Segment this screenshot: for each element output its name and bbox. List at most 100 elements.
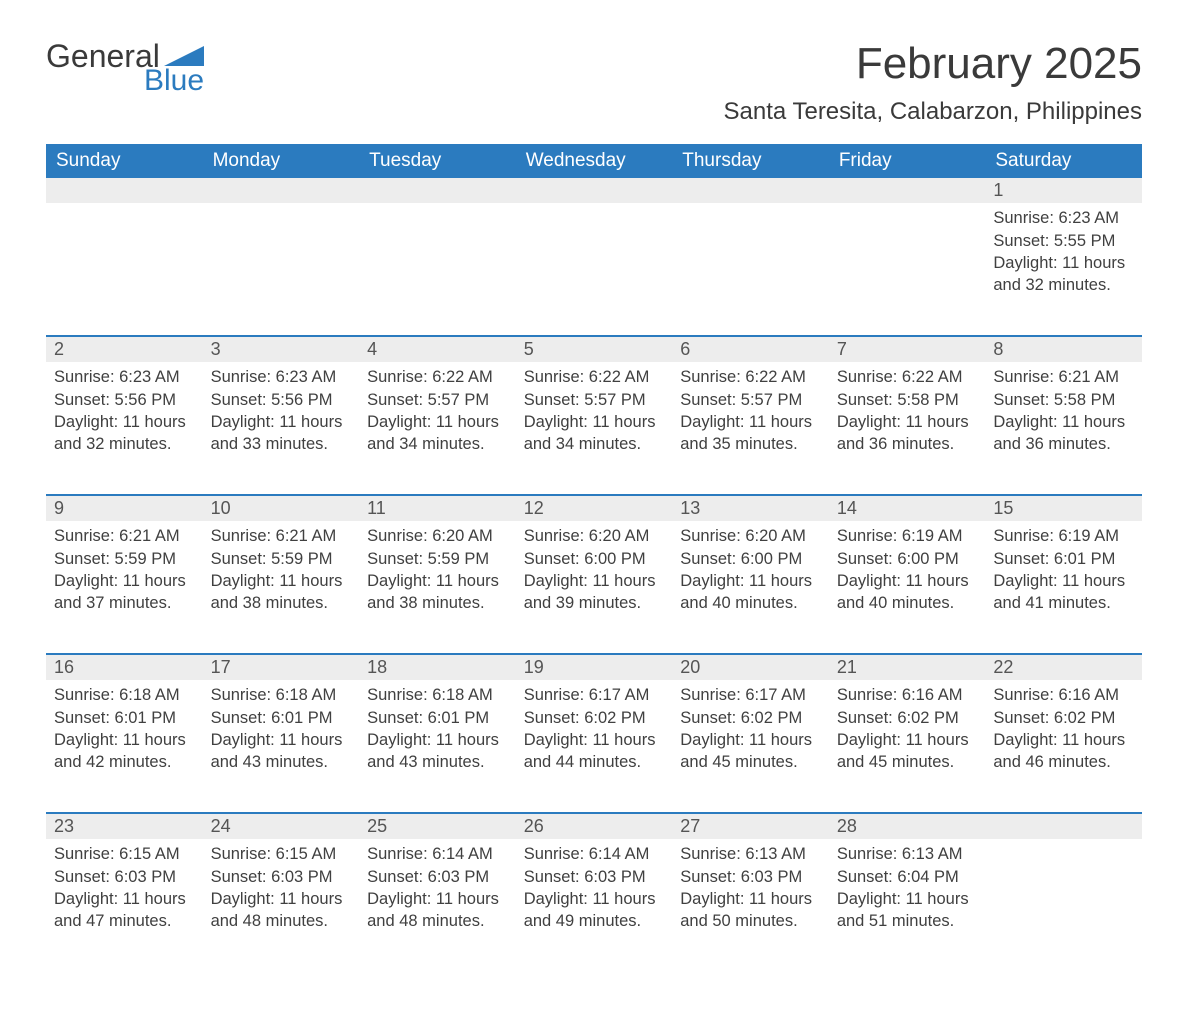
day-number-cell: 4 <box>359 335 516 362</box>
day-cell: Sunrise: 6:16 AMSunset: 6:02 PMDaylight:… <box>829 680 986 812</box>
day-content: Sunrise: 6:17 AMSunset: 6:02 PMDaylight:… <box>672 680 829 787</box>
day-number-cell: 14 <box>829 494 986 521</box>
day-content: Sunrise: 6:14 AMSunset: 6:03 PMDaylight:… <box>516 839 673 946</box>
day-number: 8 <box>985 335 1142 362</box>
day-cell: Sunrise: 6:22 AMSunset: 5:57 PMDaylight:… <box>359 362 516 494</box>
day-content: Sunrise: 6:17 AMSunset: 6:02 PMDaylight:… <box>516 680 673 787</box>
day-number-cell: 13 <box>672 494 829 521</box>
day-cell: Sunrise: 6:21 AMSunset: 5:58 PMDaylight:… <box>985 362 1142 494</box>
day-number: 26 <box>516 812 673 839</box>
day-content: Sunrise: 6:22 AMSunset: 5:57 PMDaylight:… <box>672 362 829 469</box>
day-content: Sunrise: 6:21 AMSunset: 5:59 PMDaylight:… <box>203 521 360 628</box>
day-content: Sunrise: 6:15 AMSunset: 6:03 PMDaylight:… <box>203 839 360 946</box>
day-content: Sunrise: 6:20 AMSunset: 5:59 PMDaylight:… <box>359 521 516 628</box>
weekday-header: Friday <box>829 144 986 178</box>
day-content: Sunrise: 6:21 AMSunset: 5:59 PMDaylight:… <box>46 521 203 628</box>
day-number: 28 <box>829 812 986 839</box>
day-cell: Sunrise: 6:15 AMSunset: 6:03 PMDaylight:… <box>203 839 360 971</box>
day-number: 27 <box>672 812 829 839</box>
day-cell <box>985 839 1142 971</box>
day-cell <box>672 203 829 335</box>
day-number-cell: 20 <box>672 653 829 680</box>
location: Santa Teresita, Calabarzon, Philippines <box>724 98 1142 126</box>
day-content: Sunrise: 6:13 AMSunset: 6:03 PMDaylight:… <box>672 839 829 946</box>
day-content: Sunrise: 6:22 AMSunset: 5:58 PMDaylight:… <box>829 362 986 469</box>
day-number: 3 <box>203 335 360 362</box>
day-number: 5 <box>516 335 673 362</box>
day-cell: Sunrise: 6:17 AMSunset: 6:02 PMDaylight:… <box>672 680 829 812</box>
day-cell: Sunrise: 6:21 AMSunset: 5:59 PMDaylight:… <box>46 521 203 653</box>
day-cell: Sunrise: 6:13 AMSunset: 6:03 PMDaylight:… <box>672 839 829 971</box>
day-number: 2 <box>46 335 203 362</box>
day-number-cell: 7 <box>829 335 986 362</box>
day-content: Sunrise: 6:13 AMSunset: 6:04 PMDaylight:… <box>829 839 986 946</box>
day-cell <box>359 203 516 335</box>
day-number: 4 <box>359 335 516 362</box>
day-number <box>672 178 829 203</box>
day-number-cell: 16 <box>46 653 203 680</box>
logo: General Blue <box>46 40 204 96</box>
day-content: Sunrise: 6:23 AMSunset: 5:55 PMDaylight:… <box>985 203 1142 310</box>
day-number: 20 <box>672 653 829 680</box>
day-number-cell: 26 <box>516 812 673 839</box>
day-cell: Sunrise: 6:14 AMSunset: 6:03 PMDaylight:… <box>359 839 516 971</box>
day-number: 1 <box>985 178 1142 203</box>
calendar-header-row: SundayMondayTuesdayWednesdayThursdayFrid… <box>46 144 1142 178</box>
day-cell: Sunrise: 6:19 AMSunset: 6:01 PMDaylight:… <box>985 521 1142 653</box>
day-cell: Sunrise: 6:16 AMSunset: 6:02 PMDaylight:… <box>985 680 1142 812</box>
logo-triangle-icon <box>164 46 204 66</box>
day-number-cell: 15 <box>985 494 1142 521</box>
day-content: Sunrise: 6:14 AMSunset: 6:03 PMDaylight:… <box>359 839 516 946</box>
day-content: Sunrise: 6:23 AMSunset: 5:56 PMDaylight:… <box>203 362 360 469</box>
day-cell: Sunrise: 6:23 AMSunset: 5:56 PMDaylight:… <box>203 362 360 494</box>
day-number: 24 <box>203 812 360 839</box>
day-number-cell: 25 <box>359 812 516 839</box>
day-number-cell <box>672 178 829 203</box>
day-number: 25 <box>359 812 516 839</box>
day-number-cell: 3 <box>203 335 360 362</box>
logo-text-blue: Blue <box>144 66 204 96</box>
weekday-header: Monday <box>203 144 360 178</box>
day-content: Sunrise: 6:18 AMSunset: 6:01 PMDaylight:… <box>46 680 203 787</box>
day-cell: Sunrise: 6:22 AMSunset: 5:58 PMDaylight:… <box>829 362 986 494</box>
day-number: 14 <box>829 494 986 521</box>
day-number: 9 <box>46 494 203 521</box>
day-cell: Sunrise: 6:15 AMSunset: 6:03 PMDaylight:… <box>46 839 203 971</box>
day-number: 19 <box>516 653 673 680</box>
logo-text-general: General <box>46 40 160 72</box>
weekday-header: Sunday <box>46 144 203 178</box>
day-number-cell <box>829 178 986 203</box>
day-number <box>46 178 203 203</box>
day-cell: Sunrise: 6:18 AMSunset: 6:01 PMDaylight:… <box>46 680 203 812</box>
day-content: Sunrise: 6:22 AMSunset: 5:57 PMDaylight:… <box>516 362 673 469</box>
day-content: Sunrise: 6:16 AMSunset: 6:02 PMDaylight:… <box>829 680 986 787</box>
day-content: Sunrise: 6:20 AMSunset: 6:00 PMDaylight:… <box>516 521 673 628</box>
day-content: Sunrise: 6:23 AMSunset: 5:56 PMDaylight:… <box>46 362 203 469</box>
day-number: 11 <box>359 494 516 521</box>
day-cell <box>516 203 673 335</box>
day-content: Sunrise: 6:19 AMSunset: 6:01 PMDaylight:… <box>985 521 1142 628</box>
day-number-cell: 11 <box>359 494 516 521</box>
day-cell: Sunrise: 6:20 AMSunset: 6:00 PMDaylight:… <box>672 521 829 653</box>
day-cell: Sunrise: 6:23 AMSunset: 5:55 PMDaylight:… <box>985 203 1142 335</box>
day-number <box>359 178 516 203</box>
day-cell <box>46 203 203 335</box>
day-content: Sunrise: 6:19 AMSunset: 6:00 PMDaylight:… <box>829 521 986 628</box>
day-number-cell <box>203 178 360 203</box>
day-cell: Sunrise: 6:23 AMSunset: 5:56 PMDaylight:… <box>46 362 203 494</box>
day-number <box>985 812 1142 839</box>
day-number-cell: 1 <box>985 178 1142 203</box>
day-cell <box>829 203 986 335</box>
day-number: 7 <box>829 335 986 362</box>
day-content: Sunrise: 6:21 AMSunset: 5:58 PMDaylight:… <box>985 362 1142 469</box>
day-number: 16 <box>46 653 203 680</box>
day-content: Sunrise: 6:18 AMSunset: 6:01 PMDaylight:… <box>359 680 516 787</box>
day-cell: Sunrise: 6:22 AMSunset: 5:57 PMDaylight:… <box>516 362 673 494</box>
day-number-cell: 2 <box>46 335 203 362</box>
day-number-cell: 10 <box>203 494 360 521</box>
weekday-header: Wednesday <box>516 144 673 178</box>
day-cell: Sunrise: 6:20 AMSunset: 6:00 PMDaylight:… <box>516 521 673 653</box>
weekday-header: Saturday <box>985 144 1142 178</box>
day-content: Sunrise: 6:20 AMSunset: 6:00 PMDaylight:… <box>672 521 829 628</box>
day-number-cell <box>46 178 203 203</box>
